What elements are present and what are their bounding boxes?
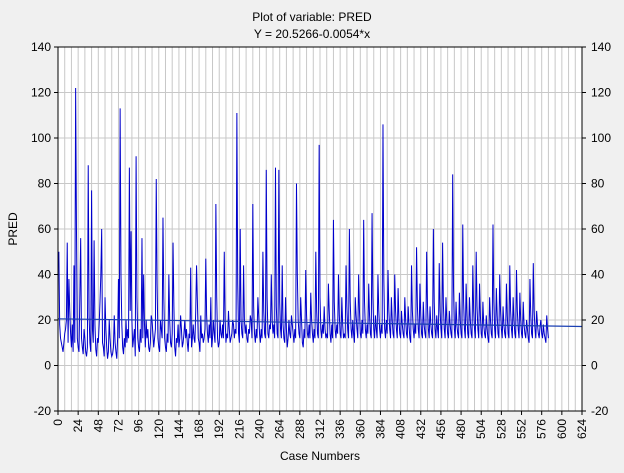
x-tick-label: 504 [474, 419, 488, 439]
series-line-pred [58, 87, 549, 359]
y-tick-label-right: 140 [591, 40, 611, 54]
x-tick-label: 24 [71, 419, 85, 433]
y-tick-label-left: 60 [38, 222, 52, 236]
y-tick-label-right: 40 [591, 268, 605, 282]
regression-line [57, 318, 583, 328]
x-tick-label: 0 [51, 419, 65, 426]
x-tick-label: 384 [373, 419, 387, 439]
y-tick-label-left: 20 [38, 313, 52, 327]
y-tick-label-left: 120 [31, 86, 51, 100]
x-tick-label: 576 [535, 419, 549, 439]
x-tick-label: 120 [152, 419, 166, 439]
y-tick-label-right: 120 [591, 86, 611, 100]
plot-frame [57, 46, 583, 412]
x-tick-label: 288 [293, 419, 307, 439]
x-tick-label: 144 [172, 419, 186, 439]
y-tick-label-left: -20 [34, 404, 52, 418]
x-tick-label: 264 [273, 419, 287, 439]
x-tick-label: 336 [333, 419, 347, 439]
x-tick-label: 192 [212, 419, 226, 439]
x-tick-label: 240 [253, 419, 267, 439]
y-tick-label-left: 40 [38, 268, 52, 282]
y-tick-label-left: 0 [44, 359, 51, 373]
y-tick-label-right: 80 [591, 177, 605, 191]
y-tick-label-left: 80 [38, 177, 52, 191]
x-tick-label: 432 [414, 419, 428, 439]
x-tick-label: 480 [454, 419, 468, 439]
x-tick-label: 216 [232, 419, 246, 439]
y-tick-label-right: -20 [591, 404, 609, 418]
chart-subtitle: Y = 20.5266-0.0054*x [254, 27, 370, 41]
y-tick-label-right: 20 [591, 313, 605, 327]
x-axis-title: Case Numbers [280, 449, 360, 463]
y-tick-label-right: 60 [591, 222, 605, 236]
y-axis-title: PRED [6, 212, 20, 246]
x-tick-label: 96 [132, 419, 146, 433]
x-tick-label: 456 [434, 419, 448, 439]
x-tick-label: 624 [575, 419, 589, 439]
x-tick-label: 408 [394, 419, 408, 439]
chart-title: Plot of variable: PRED [252, 10, 372, 24]
x-tick-label: 600 [555, 419, 569, 439]
y-tick-label-right: 100 [591, 131, 611, 145]
axis-ticks [54, 46, 586, 415]
x-tick-label: 312 [313, 419, 327, 439]
x-tick-label: 168 [192, 419, 206, 439]
x-tick-label: 528 [494, 419, 508, 439]
x-tick-label: 552 [515, 419, 529, 439]
x-tick-label: 72 [111, 419, 125, 433]
y-tick-label-right: 0 [591, 359, 598, 373]
x-tick-label: 48 [91, 419, 105, 433]
y-tick-label-left: 100 [31, 131, 51, 145]
x-tick-label: 360 [353, 419, 367, 439]
y-tick-label-left: 140 [31, 40, 51, 54]
